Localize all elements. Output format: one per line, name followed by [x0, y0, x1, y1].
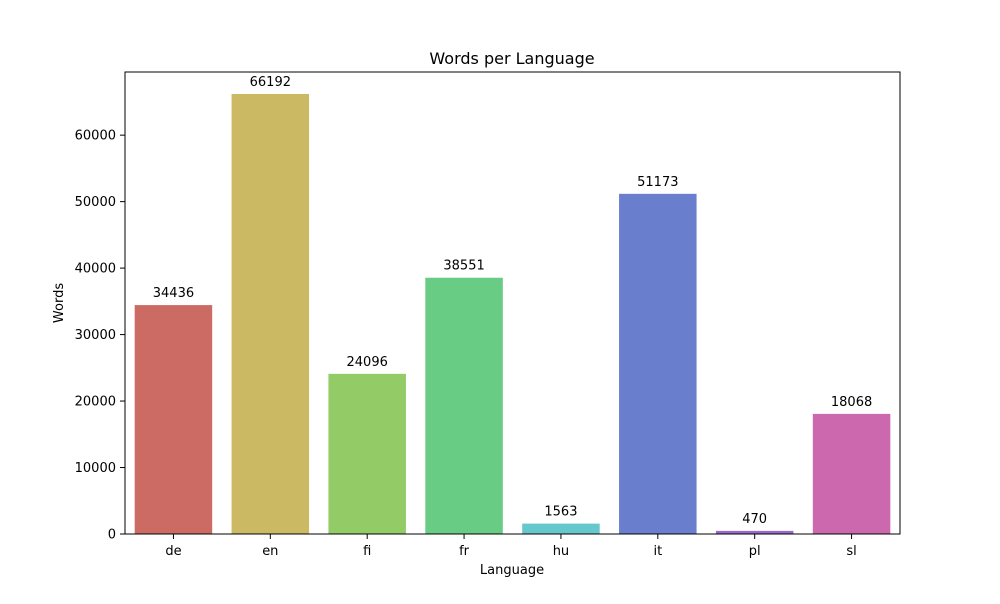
bars: 34436 66192 24096 38551 1563 51173 470 18068	[134, 75, 891, 534]
bar-value-label: 34436	[153, 286, 194, 301]
x-axis: de en fi fr hu it pl sl	[165, 534, 857, 559]
bar-it	[619, 193, 697, 534]
x-tick-label: fi	[363, 544, 371, 559]
y-tick-label: 40000	[75, 262, 116, 277]
bar-value-label: 470	[742, 512, 767, 527]
x-tick-label: fr	[459, 544, 470, 559]
x-tick-label: en	[262, 544, 278, 559]
x-tick-label: it	[653, 544, 662, 559]
bar-pl	[715, 530, 794, 534]
x-tick-label: hu	[553, 544, 569, 559]
bar-value-label: 66192	[250, 75, 291, 90]
y-tick-label: 10000	[75, 461, 116, 476]
y-tick-label: 50000	[75, 195, 116, 210]
bar-de	[134, 305, 213, 534]
y-tick-label: 20000	[75, 395, 116, 410]
y-tick-label: 60000	[75, 129, 116, 144]
plot-frame	[124, 71, 901, 535]
bar-value-label: 24096	[347, 355, 388, 370]
y-tick-label: 30000	[75, 328, 116, 343]
bar-value-label: 51173	[637, 175, 678, 190]
y-axis-label: Words	[52, 283, 67, 323]
bar-sl	[812, 413, 891, 534]
y-axis: 0 10000 20000 30000 40000 50000 60000	[75, 129, 125, 543]
bar-fr	[425, 277, 503, 534]
chart-title: Words per Language	[429, 49, 594, 68]
x-axis-label: Language	[480, 563, 544, 578]
bar-value-label: 18068	[831, 395, 872, 410]
bar-fi	[328, 373, 406, 534]
bar-value-label: 38551	[443, 259, 484, 274]
x-tick-label: sl	[846, 544, 856, 559]
bar-en	[231, 93, 310, 534]
bar-hu	[522, 523, 600, 534]
bar-value-label: 1563	[544, 505, 577, 520]
y-tick-label: 0	[108, 528, 116, 543]
x-tick-label: de	[165, 544, 181, 559]
x-tick-label: pl	[749, 544, 761, 559]
